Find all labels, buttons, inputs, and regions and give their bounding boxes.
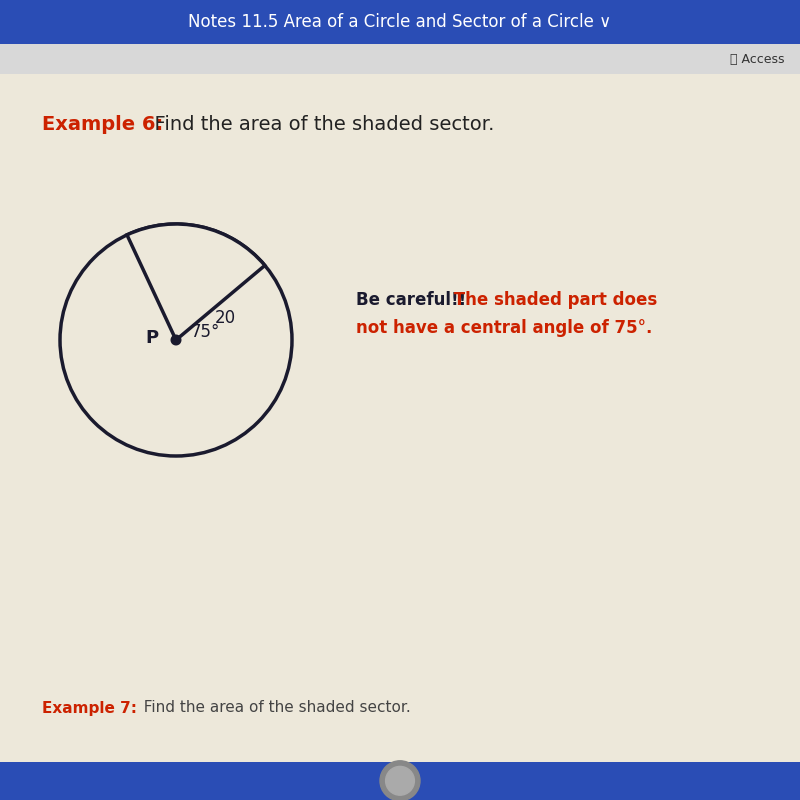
Text: Example 6:: Example 6: [42,114,163,134]
Bar [0,0,800,44]
Text: not have a central angle of 75°.: not have a central angle of 75°. [356,319,652,337]
Text: 75°: 75° [190,323,220,341]
Circle shape [171,335,181,345]
Bar [0,44,800,74]
Text: Find the area of the shaded sector.: Find the area of the shaded sector. [142,114,494,134]
Text: Find the area of the shaded sector.: Find the area of the shaded sector. [134,701,410,715]
Text: 📄 Access: 📄 Access [730,53,784,66]
Text: Be careful!!: Be careful!! [356,291,466,309]
Circle shape [60,224,292,456]
Circle shape [386,766,414,795]
Circle shape [380,761,420,800]
Wedge shape [127,224,265,340]
Text: P: P [146,330,158,347]
Text: Example 7:: Example 7: [42,701,137,715]
Text: Notes 11.5 Area of a Circle and Sector of a Circle ∨: Notes 11.5 Area of a Circle and Sector o… [188,13,612,31]
Text: 20: 20 [214,309,235,326]
Bar [0,762,800,800]
Text: The shaded part does: The shaded part does [448,291,658,309]
